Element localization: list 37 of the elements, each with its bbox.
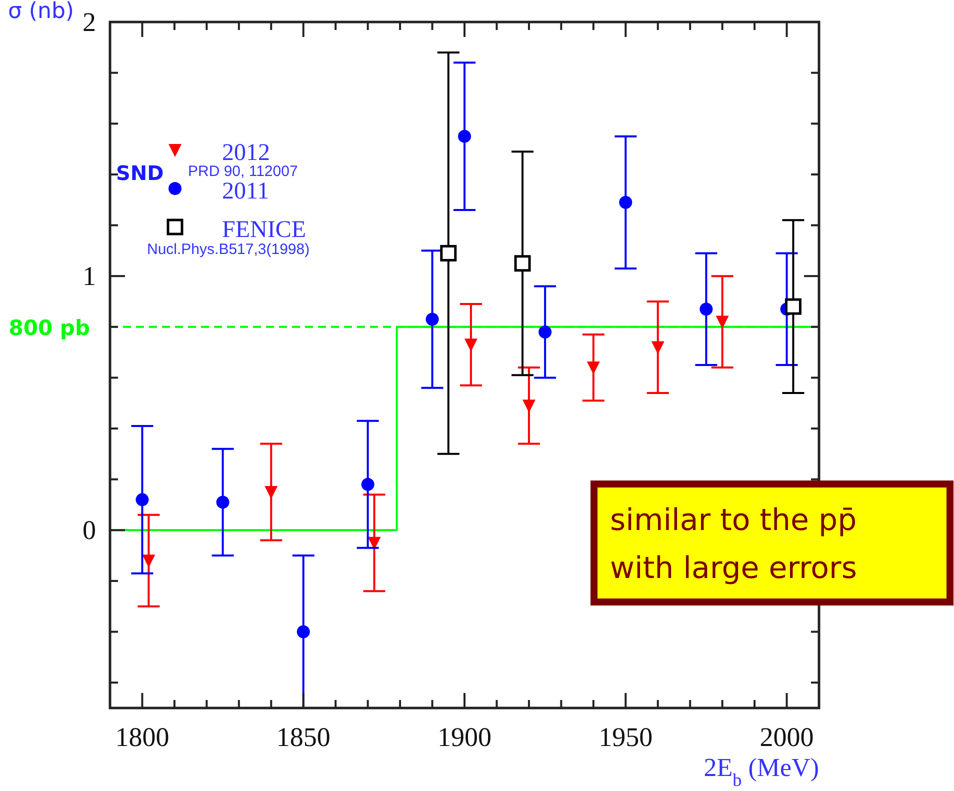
annotation: similar to the pp̄ with large errors — [610, 503, 858, 586]
legend-label: 2012 — [222, 140, 270, 166]
y-axis-title: σ (nb) — [8, 0, 74, 24]
point — [296, 625, 310, 638]
point — [264, 486, 278, 500]
point — [142, 554, 156, 568]
point — [440, 244, 457, 262]
point — [700, 302, 713, 316]
point — [426, 312, 439, 326]
point — [458, 130, 471, 143]
x-axis-title: 2E$_{b}$ (MeV) — [704, 753, 819, 790]
point — [361, 478, 374, 491]
x-tick-label: 1900 — [438, 722, 492, 752]
point — [514, 255, 531, 272]
legend-label: 2011 — [222, 178, 270, 204]
point — [136, 493, 149, 506]
x-tick-label: 1850 — [276, 722, 330, 752]
y-tick-label: 0 — [82, 515, 96, 546]
point — [784, 298, 802, 315]
annotation: SND — [116, 161, 164, 185]
annotation: Nucl.Phys.B517,3(1998) — [147, 241, 310, 258]
ref-line-label: 800 pb — [8, 316, 90, 340]
point — [651, 341, 664, 354]
point — [586, 362, 600, 375]
point — [619, 196, 632, 209]
point — [538, 325, 552, 338]
point — [522, 400, 536, 413]
point — [216, 496, 230, 509]
point — [716, 316, 729, 329]
annotation: PRD 90, 112007 — [188, 163, 298, 180]
x-tick-label: 2000 — [760, 722, 814, 752]
legend-label: FENICE — [222, 217, 306, 243]
x-tick-label: 1800 — [115, 722, 170, 752]
y-tick-label: 2 — [82, 7, 96, 37]
x-tick-label: 1950 — [598, 722, 653, 752]
point — [464, 338, 478, 352]
y-tick-label: 1 — [82, 261, 96, 292]
